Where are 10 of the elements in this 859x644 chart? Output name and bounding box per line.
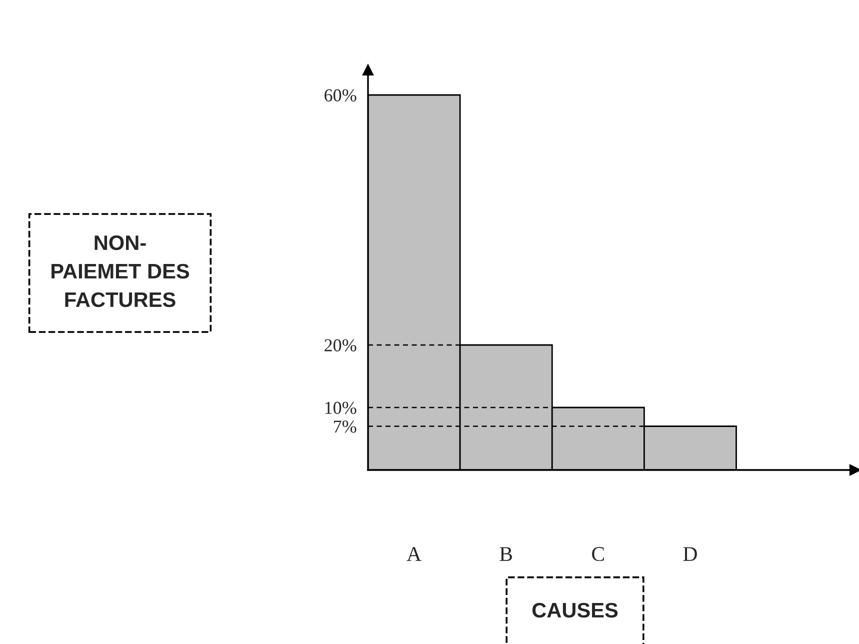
x-tick-label: D: [683, 547, 697, 561]
y-tick-label: 10%: [325, 402, 356, 414]
y-tick-label: 7%: [334, 420, 356, 433]
y-tick-label: 20%: [324, 339, 356, 352]
x-tick-label: C: [592, 547, 604, 562]
x-tick-label: B: [500, 547, 512, 561]
x-tick-label: A: [406, 547, 422, 561]
y-tick-label: 60%: [324, 89, 356, 102]
x-axis-title: CAUSES: [532, 602, 618, 618]
text: NON- PAIEMET DES FACTURES: [52, 235, 190, 308]
